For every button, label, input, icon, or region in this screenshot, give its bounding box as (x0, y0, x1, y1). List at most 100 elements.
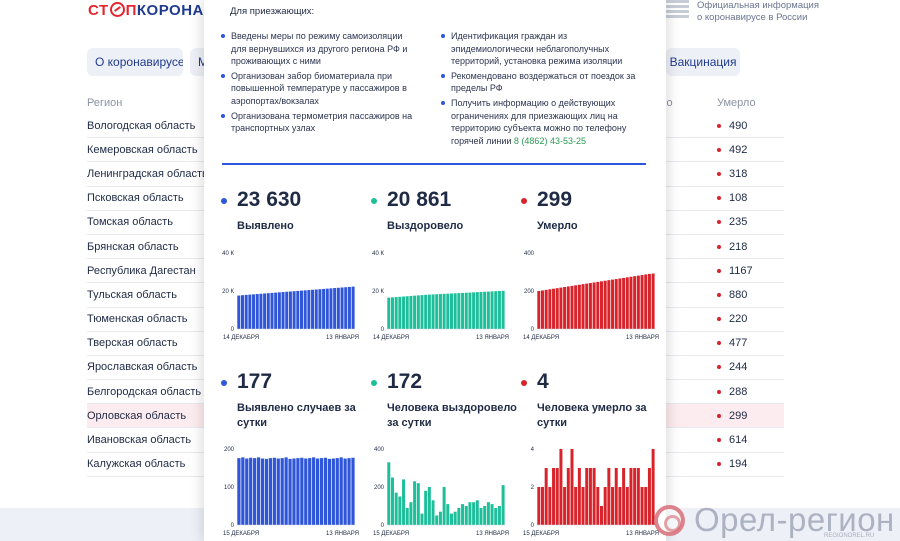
chart-bar[interactable] (339, 457, 343, 525)
chart-bar[interactable] (245, 458, 249, 526)
chart-bar[interactable] (398, 296, 402, 329)
chart-bar[interactable] (276, 458, 280, 526)
chart-bar[interactable] (402, 479, 406, 525)
chart-bar[interactable] (409, 295, 413, 329)
region-name[interactable]: Орловская область (87, 409, 187, 422)
chart-bar[interactable] (394, 492, 398, 525)
chart-bar[interactable] (288, 291, 292, 329)
chart-bar[interactable] (340, 287, 344, 329)
official-info-text[interactable]: Официальная информация о коронавирусе в … (697, 0, 819, 24)
chart-bar[interactable] (333, 288, 337, 329)
chart-bar[interactable] (581, 284, 585, 329)
chart-bar[interactable] (629, 468, 633, 525)
region-name[interactable]: Тверская область (87, 337, 178, 350)
chart-bar[interactable] (540, 290, 544, 329)
site-logo[interactable]: СТ ПКОРОНАВИ (88, 2, 226, 19)
chart-bar[interactable] (479, 291, 483, 329)
chart-bar[interactable] (402, 296, 406, 329)
chart-bar[interactable] (599, 281, 603, 329)
chart-bar[interactable] (544, 289, 548, 329)
chart-bar[interactable] (651, 273, 655, 329)
column-header-region[interactable]: Регион (87, 97, 123, 109)
chart-bar[interactable] (390, 297, 394, 329)
chart-bar[interactable] (274, 292, 278, 329)
chart-bar[interactable] (570, 285, 574, 329)
chart-bar[interactable] (555, 468, 559, 525)
chart-bar[interactable] (336, 287, 340, 329)
chart-bar[interactable] (327, 458, 331, 525)
region-name[interactable]: Тюменская область (87, 313, 188, 326)
chart-bar[interactable] (322, 288, 326, 329)
chart-bar[interactable] (416, 295, 420, 329)
chart-bar[interactable] (599, 506, 603, 525)
chart-bar[interactable] (607, 280, 611, 329)
chart-bar[interactable] (431, 294, 435, 329)
chart-bar[interactable] (603, 280, 607, 329)
chart-bar[interactable] (435, 294, 439, 329)
chart-bar[interactable] (625, 277, 629, 329)
chart-bar[interactable] (629, 276, 633, 329)
column-header-died[interactable]: Умерло (717, 97, 756, 109)
chart-bar[interactable] (272, 457, 276, 525)
chart-bar[interactable] (281, 292, 285, 329)
chart-bar[interactable] (424, 294, 428, 329)
chart-bar[interactable] (292, 291, 296, 329)
chart-bar[interactable] (588, 468, 592, 525)
chart-bar[interactable] (472, 292, 476, 329)
region-name[interactable]: Ленинградская область (87, 167, 208, 180)
nav-vaccination[interactable]: Вакцинация (666, 48, 740, 76)
chart-bar[interactable] (497, 506, 501, 525)
chart-bar[interactable] (288, 458, 292, 525)
chart-bar[interactable] (387, 297, 391, 329)
chart-bar[interactable] (438, 511, 442, 525)
chart-bar[interactable] (588, 283, 592, 329)
chart-bar[interactable] (249, 457, 253, 525)
chart-bar[interactable] (585, 283, 589, 329)
chart-bar[interactable] (248, 294, 252, 329)
chart-bar[interactable] (468, 292, 472, 329)
chart-bar[interactable] (413, 295, 417, 329)
chart-bar[interactable] (307, 290, 311, 329)
chart-bar[interactable] (544, 468, 548, 525)
region-name[interactable]: Кемеровская область (87, 143, 198, 156)
chart-bar[interactable] (277, 292, 281, 329)
chart-bar[interactable] (263, 293, 267, 329)
chart-bar[interactable] (240, 295, 244, 329)
chart-bar[interactable] (270, 292, 274, 329)
chart-bar[interactable] (644, 487, 648, 525)
chart-bar[interactable] (453, 293, 457, 329)
chart-bar[interactable] (585, 468, 589, 525)
chart-bar[interactable] (435, 515, 439, 526)
chart-bar[interactable] (559, 287, 563, 329)
hotline-phone-link[interactable]: 8 (4862) 43-53-25 (513, 135, 586, 146)
chart-bar[interactable] (490, 504, 494, 525)
chart-bar[interactable] (540, 487, 544, 525)
chart-bar[interactable] (618, 487, 622, 525)
chart-bar[interactable] (347, 286, 351, 329)
chart-bar[interactable] (566, 286, 570, 329)
chart-bar[interactable] (486, 291, 490, 329)
chart-bar[interactable] (413, 481, 417, 525)
region-name[interactable]: Псковская область (87, 192, 184, 205)
chart-bar[interactable] (299, 290, 303, 329)
chart-bar[interactable] (453, 511, 457, 525)
chart-bar[interactable] (446, 293, 450, 329)
chart-bar[interactable] (256, 457, 261, 525)
chart-bar[interactable] (280, 458, 284, 525)
chart-bar[interactable] (308, 458, 312, 525)
chart-bar[interactable] (237, 295, 241, 329)
chart-bar[interactable] (548, 487, 552, 525)
chart-bar[interactable] (636, 275, 640, 329)
chart-bar[interactable] (409, 502, 413, 525)
chart-bar[interactable] (457, 507, 461, 525)
chart-bar[interactable] (636, 468, 640, 525)
chart-bar[interactable] (475, 500, 479, 525)
chart-bar[interactable] (622, 277, 626, 329)
chart-bar[interactable] (611, 487, 615, 525)
chart-bar[interactable] (647, 273, 651, 329)
chart-bar[interactable] (596, 281, 600, 329)
chart-bar[interactable] (614, 468, 618, 525)
chart-bar[interactable] (574, 285, 578, 329)
chart-bar[interactable] (427, 487, 431, 525)
chart-bar[interactable] (416, 483, 420, 525)
